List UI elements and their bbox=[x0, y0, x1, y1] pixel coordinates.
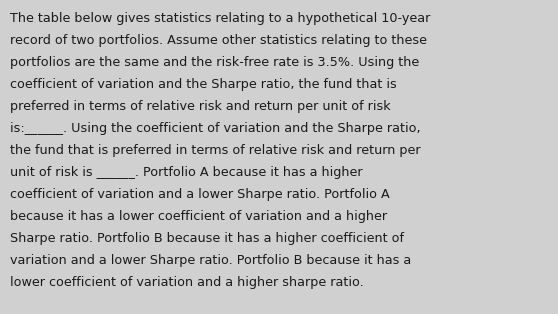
Text: the fund that is preferred in terms of relative risk and return per: the fund that is preferred in terms of r… bbox=[10, 144, 421, 157]
Text: is:______. Using the coefficient of variation and the Sharpe ratio,: is:______. Using the coefficient of vari… bbox=[10, 122, 421, 135]
Text: portfolios are the same and the risk-free rate is 3.5%. Using the: portfolios are the same and the risk-fre… bbox=[10, 56, 419, 69]
Text: coefficient of variation and the Sharpe ratio, the fund that is: coefficient of variation and the Sharpe … bbox=[10, 78, 397, 91]
Text: unit of risk is ______. Portfolio A because it has a higher: unit of risk is ______. Portfolio A beca… bbox=[10, 166, 363, 179]
Text: variation and a lower Sharpe ratio. Portfolio B because it has a: variation and a lower Sharpe ratio. Port… bbox=[10, 254, 411, 267]
Text: lower coefficient of variation and a higher sharpe ratio.: lower coefficient of variation and a hig… bbox=[10, 276, 364, 289]
Text: record of two portfolios. Assume other statistics relating to these: record of two portfolios. Assume other s… bbox=[10, 34, 427, 47]
Text: coefficient of variation and a lower Sharpe ratio. Portfolio A: coefficient of variation and a lower Sha… bbox=[10, 188, 389, 201]
Text: Sharpe ratio. Portfolio B because it has a higher coefficient of: Sharpe ratio. Portfolio B because it has… bbox=[10, 232, 404, 245]
Text: preferred in terms of relative risk and return per unit of risk: preferred in terms of relative risk and … bbox=[10, 100, 391, 113]
Text: because it has a lower coefficient of variation and a higher: because it has a lower coefficient of va… bbox=[10, 210, 387, 223]
Text: The table below gives statistics relating to a hypothetical 10-year: The table below gives statistics relatin… bbox=[10, 12, 430, 25]
